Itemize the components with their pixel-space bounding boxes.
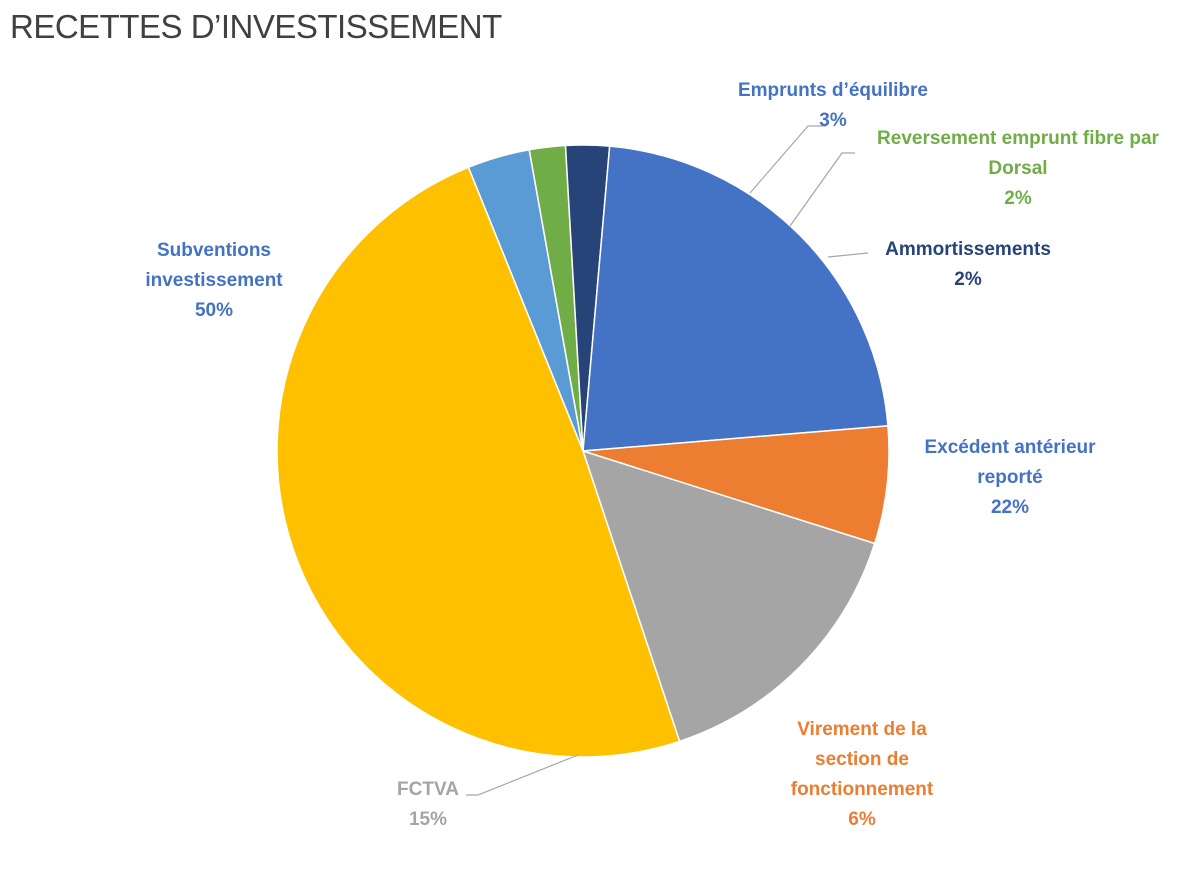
pie-slices <box>276 144 890 758</box>
chart-title: RECETTES D’INVESTISSEMENT <box>10 8 502 45</box>
leader-line <box>827 252 869 258</box>
leader-line <box>749 125 826 194</box>
slice-percent: 3% <box>819 110 847 131</box>
slice-label-line: Excédent antérieur <box>924 437 1096 458</box>
slice-label-line: reporté <box>977 467 1042 488</box>
pie-slice <box>582 425 890 545</box>
slice-label-line: FCTVA <box>397 779 459 800</box>
pie-slice <box>276 166 681 758</box>
leader-line <box>789 152 855 227</box>
slice-label-line: Subventions <box>157 240 271 261</box>
slice-label-line: Ammortissements <box>885 239 1051 260</box>
slice-label: Reversement emprunt fibre par Dorsal 2% <box>877 128 1160 209</box>
slice-label-line: section de <box>815 749 909 770</box>
slice-percent: 15% <box>409 809 447 830</box>
slice-labels: Emprunts d’équilibre 3% Reversement emprun… <box>145 80 1159 830</box>
slice-percent: 2% <box>1004 188 1032 209</box>
slice-percent: 50% <box>195 300 233 321</box>
pie-slice <box>582 145 889 452</box>
slice-label: FCTVA 15% <box>397 779 459 830</box>
slice-label: Ammortissements 2% <box>885 239 1051 290</box>
slice-label-line: Virement de la <box>797 719 927 740</box>
slice-label-line: Dorsal <box>988 158 1047 179</box>
slice-label-line: Emprunts d’équilibre <box>738 80 928 101</box>
slice-percent: 22% <box>991 497 1029 518</box>
slice-percent: 6% <box>848 809 876 830</box>
leader-lines <box>466 125 869 796</box>
slice-label-line: fonctionnement <box>791 779 934 800</box>
leader-line <box>466 754 579 796</box>
slice-label: Excédent antérieur reporté 22% <box>924 437 1096 518</box>
slice-label: Emprunts d’équilibre 3% <box>738 80 928 131</box>
slice-label: Subventions investissement 50% <box>145 240 283 321</box>
slice-label: Virement de la section de fonctionnement 6% <box>791 719 934 830</box>
slice-label-line: investissement <box>145 270 283 291</box>
slice-label-line: Reversement emprunt fibre par <box>877 128 1160 149</box>
slice-percent: 2% <box>954 269 982 290</box>
